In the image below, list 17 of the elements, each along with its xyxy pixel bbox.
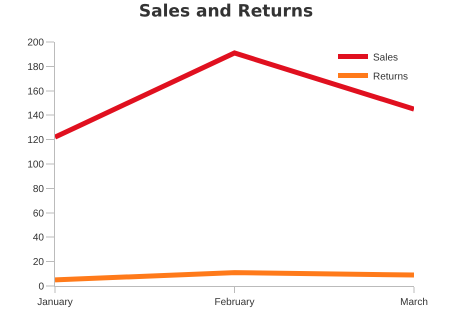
- y-tick-label: 0: [38, 282, 44, 292]
- y-tick-label: 80: [32, 184, 44, 195]
- x-tick-label: March: [400, 297, 428, 308]
- y-tick-label: 40: [32, 232, 44, 244]
- y-tick-label: 100: [27, 160, 44, 170]
- y-tick-label: 60: [32, 208, 44, 220]
- y-tick-label: 20: [32, 257, 44, 268]
- x-tick-label: January: [37, 297, 73, 308]
- x-tick-label: February: [214, 297, 255, 308]
- legend-label: Sales: [373, 52, 398, 64]
- chart-title: Sales and Returns: [138, 2, 314, 22]
- y-tick-label: 180: [27, 62, 44, 73]
- y-tick-label: 140: [27, 110, 44, 122]
- legend-label: Returns: [373, 71, 408, 82]
- y-tick-label: 200: [27, 38, 44, 48]
- y-tick-label: 160: [27, 86, 44, 98]
- y-tick-label: 120: [27, 135, 44, 146]
